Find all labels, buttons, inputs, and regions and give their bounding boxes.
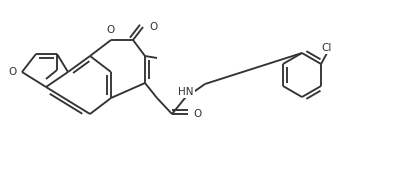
Text: O: O <box>149 22 157 32</box>
Text: O: O <box>192 109 201 119</box>
Text: O: O <box>107 25 115 35</box>
Text: HN: HN <box>178 87 193 97</box>
Text: O: O <box>9 67 17 77</box>
Text: Cl: Cl <box>321 43 332 53</box>
